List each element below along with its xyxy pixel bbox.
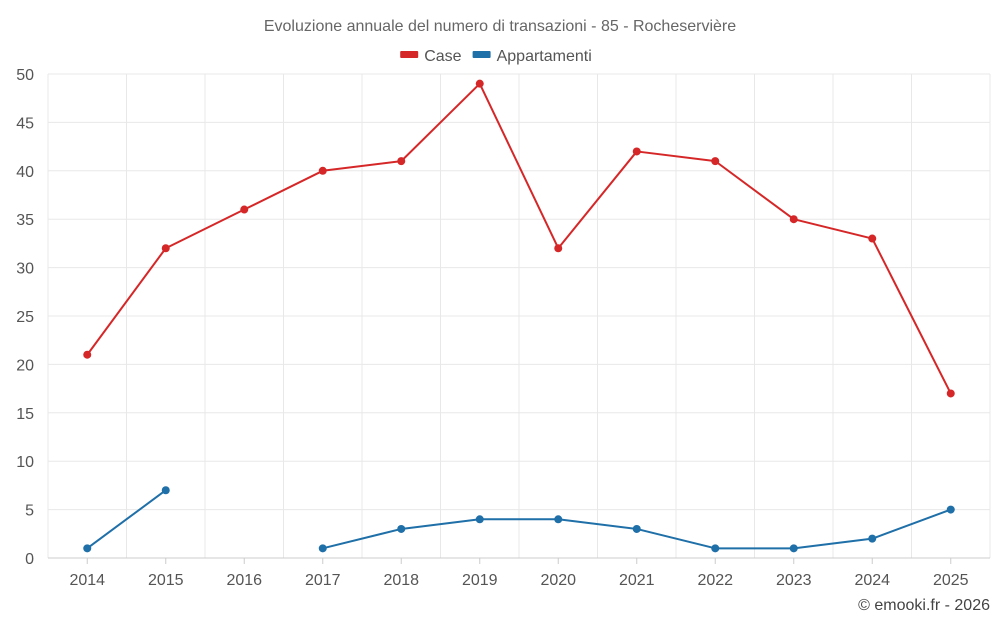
legend-label: Case — [424, 48, 461, 65]
x-tick-label: 2016 — [226, 572, 262, 589]
data-point-appartamenti — [711, 544, 720, 553]
legend-item-case: Case — [400, 48, 462, 65]
data-point-appartamenti — [554, 515, 563, 524]
legend-swatch — [472, 51, 491, 58]
series-line-case — [86, 82, 952, 394]
y-tick-label: 0 — [25, 551, 34, 568]
series-appartamenti — [83, 486, 955, 553]
data-point-appartamenti — [161, 486, 170, 495]
data-point-case — [632, 147, 641, 156]
legend-label: Appartamenti — [497, 48, 592, 65]
x-tick-label: 2015 — [148, 572, 184, 589]
y-tick-label: 45 — [16, 115, 34, 132]
x-axis: 2014 2015 2016 2017 2018 2019 2020 2021 2022 2023… — [48, 557, 990, 589]
x-tick-label: 2025 — [933, 572, 969, 589]
y-tick-label: 50 — [16, 67, 34, 84]
data-point-appartamenti — [868, 534, 877, 543]
y-tick-label: 25 — [16, 309, 34, 326]
data-point-appartamenti — [632, 524, 641, 533]
series-case — [83, 79, 955, 398]
y-tick-label: 40 — [16, 164, 34, 181]
legend-swatch — [400, 51, 419, 58]
x-tick-label: 2022 — [697, 572, 733, 589]
grid — [47, 73, 991, 558]
legend-item-appartamenti: Appartamenti — [472, 48, 592, 65]
data-point-appartamenti — [475, 515, 484, 524]
data-point-appartamenti — [318, 544, 327, 553]
data-point-case — [83, 350, 92, 359]
data-point-case — [397, 157, 406, 166]
y-tick-label: 30 — [16, 261, 34, 278]
data-point-appartamenti — [946, 505, 955, 514]
data-point-case — [711, 157, 720, 166]
x-tick-label: 2014 — [69, 572, 105, 589]
y-tick-label: 15 — [16, 406, 34, 423]
y-tick-label: 5 — [25, 503, 34, 520]
data-point-case — [789, 215, 798, 224]
x-tick-label: 2021 — [619, 572, 655, 589]
data-point-case — [475, 79, 484, 88]
data-point-appartamenti — [83, 544, 92, 553]
x-tick-label: 2019 — [462, 572, 498, 589]
data-point-case — [318, 166, 327, 175]
y-tick-label: 35 — [16, 212, 34, 229]
series-layer — [83, 79, 955, 553]
x-tick-label: 2017 — [305, 572, 341, 589]
x-tick-label: 2018 — [383, 572, 419, 589]
chart-title: Evoluzione annuale del numero di transaz… — [264, 18, 736, 35]
x-tick-label: 2020 — [540, 572, 576, 589]
data-point-case — [868, 234, 877, 243]
y-tick-label: 10 — [16, 454, 34, 471]
y-axis: 0 5 10 15 20 25 30 35 40 45 50 — [16, 67, 34, 568]
data-point-case — [554, 244, 563, 253]
data-point-case — [240, 205, 249, 214]
x-tick-label: 2023 — [776, 572, 812, 589]
legend: Case Appartamenti — [400, 48, 592, 65]
data-point-appartamenti — [789, 544, 798, 553]
data-point-appartamenti — [397, 524, 406, 533]
series-line-appartamenti — [86, 489, 167, 550]
data-point-case — [161, 244, 170, 253]
y-tick-label: 20 — [16, 357, 34, 374]
credit: © emooki.fr - 2026 — [858, 597, 990, 614]
x-tick-label: 2024 — [854, 572, 890, 589]
data-point-case — [946, 389, 955, 398]
